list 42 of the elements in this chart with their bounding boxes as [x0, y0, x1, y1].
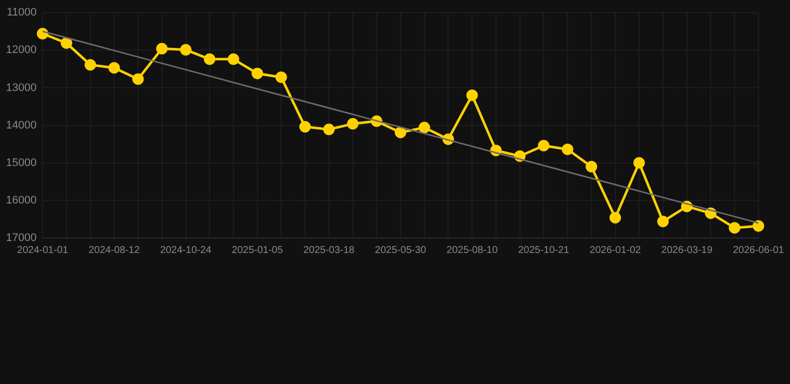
point [204, 53, 216, 65]
y-tick-label: 13000 [6, 82, 37, 94]
point [84, 59, 96, 71]
point [299, 121, 311, 133]
point [752, 220, 764, 232]
point [108, 62, 120, 74]
point [562, 144, 574, 156]
y-tick-label: 17000 [6, 232, 37, 244]
point [132, 73, 144, 85]
point [633, 157, 645, 169]
y-tick-label: 14000 [6, 119, 37, 132]
point [394, 126, 406, 138]
point [228, 53, 240, 65]
point [657, 216, 669, 228]
point [60, 37, 72, 49]
x-tick-label: 2025-01-05 [232, 244, 284, 256]
point [275, 71, 287, 83]
x-tick-label: 2024-08-12 [88, 244, 140, 256]
x-tick-label: 2024-10-24 [160, 244, 212, 256]
x-tick-label: 2025-08-10 [446, 244, 498, 256]
y-tick-label: 16000 [6, 194, 37, 206]
y-tick-label: 12000 [6, 44, 37, 56]
y-tick-label: 11000 [6, 6, 37, 19]
point [180, 44, 192, 56]
point [156, 42, 168, 54]
x-tick-label: 2026-01-02 [590, 244, 642, 256]
x-tick-label: 2025-10-21 [518, 244, 570, 256]
x-tick-label: 2025-05-30 [374, 244, 427, 256]
point [418, 122, 430, 134]
point [610, 212, 622, 224]
x-tick-label: 2026-06-01 [732, 244, 784, 256]
y-tick-label: 15000 [6, 156, 37, 169]
point [323, 124, 335, 136]
point [466, 89, 478, 101]
point [728, 222, 740, 234]
x-tick-label: 2025-03-18 [303, 244, 355, 256]
point [586, 160, 598, 172]
x-tick-label: 2024-01-01 [17, 244, 69, 256]
point [347, 118, 359, 130]
point [252, 68, 264, 80]
point [538, 140, 550, 152]
x-tick-label: 2026-03-19 [661, 244, 713, 256]
